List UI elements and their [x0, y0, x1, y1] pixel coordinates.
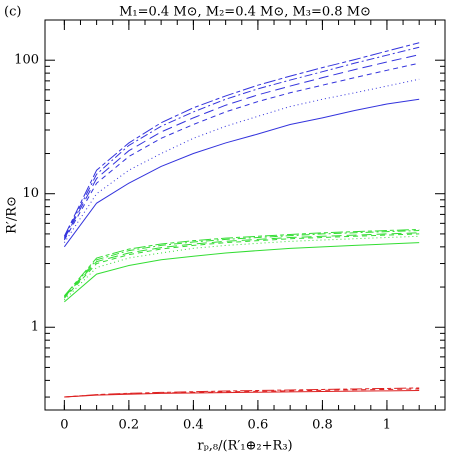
x-tick-label: 1 — [383, 418, 391, 433]
panel-label: (c) — [4, 5, 21, 20]
series-line — [63, 98, 420, 248]
y-tick-label: 100 — [14, 53, 39, 68]
series-line — [63, 54, 420, 239]
x-tick-label: 0.4 — [183, 418, 204, 433]
x-tick-label: 0 — [60, 418, 68, 433]
series-line — [64, 388, 420, 398]
series-line — [63, 230, 420, 297]
series-line — [64, 242, 420, 303]
y-tick-label: 10 — [22, 186, 39, 201]
series-line — [63, 46, 420, 238]
y-tick-label: 1 — [31, 320, 39, 335]
plot-frame — [44, 19, 446, 411]
series-line — [63, 42, 420, 237]
series-line — [64, 387, 420, 398]
y-axis-label: R′/R⊙ — [5, 196, 20, 234]
series-line — [64, 389, 420, 398]
x-tick-label: 0.6 — [248, 418, 269, 433]
series-line — [63, 233, 420, 299]
series-line — [63, 232, 420, 298]
x-axis-label: rₚ,₈/(R′₁⊕₂+R₃) — [197, 439, 292, 454]
series-line — [63, 228, 420, 297]
x-tick-label: 0.2 — [119, 418, 140, 433]
x-tick-label: 0.8 — [312, 418, 333, 433]
series-line — [63, 62, 420, 241]
chart-title: M₁=0.4 M⊙, M₂=0.4 M⊙, M₃=0.8 M⊙ — [119, 5, 371, 20]
